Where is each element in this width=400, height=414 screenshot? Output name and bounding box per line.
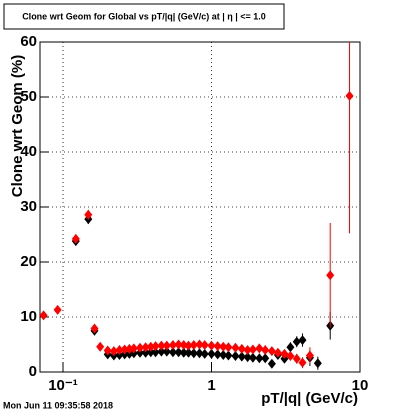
y-tick-label: 20 [20,253,37,270]
timestamp: Mon Jun 11 09:35:58 2018 [3,400,113,410]
marker [200,340,209,351]
marker [345,90,354,101]
marker [237,343,246,354]
marker [184,347,193,358]
marker [40,310,48,321]
marker [157,340,166,351]
marker [305,350,314,361]
x-axis-label: pT/|q| (GeV/c) [261,390,358,407]
y-axis-label: Clone wrt Geom (%) [9,55,26,198]
marker [125,343,134,354]
marker [280,348,289,359]
marker [243,345,252,355]
marker [224,350,233,361]
marker [267,346,276,357]
marker [243,352,252,363]
marker [200,348,209,359]
marker [237,351,246,362]
marker [219,341,228,352]
title-box [3,3,285,30]
marker [84,209,93,220]
marker [248,352,257,363]
marker [162,346,171,357]
marker [326,270,335,281]
marker [261,353,270,364]
marker [179,340,188,351]
y-tick-label: 40 [20,143,37,160]
marker [286,342,295,353]
marker [141,347,150,358]
marker [174,339,183,350]
marker [207,340,216,351]
marker [248,344,257,355]
y-tick-label: 0 [29,363,37,380]
marker [255,343,264,354]
marker [231,342,240,353]
marker [168,340,177,351]
marker [261,345,270,355]
marker [313,358,322,369]
marker [120,344,129,355]
marker [213,341,222,352]
y-tick-label: 30 [20,198,37,215]
marker [174,347,183,358]
marker [157,346,166,357]
marker [141,342,150,353]
marker [162,340,171,351]
marker [109,346,118,357]
marker [195,339,204,350]
marker [189,348,198,359]
marker [255,353,264,364]
marker [146,347,155,358]
marker [231,351,240,362]
marker [168,347,177,358]
marker [136,342,145,353]
marker [213,349,222,360]
marker [129,343,138,354]
marker [146,341,155,352]
marker [298,335,307,346]
marker [292,336,301,347]
marker [195,348,204,359]
y-tick-label: 50 [20,88,37,105]
marker [71,233,80,244]
marker [207,348,216,359]
x-tick-label: 10 [352,377,369,394]
marker [292,353,301,364]
marker [184,340,193,351]
marker [96,341,105,352]
x-tick-label: 1 [207,377,215,394]
marker [179,347,188,358]
marker [224,342,233,353]
marker [115,345,124,355]
marker [151,347,160,358]
marker [267,358,276,369]
marker [298,357,307,368]
data-layer [40,42,354,370]
marker [53,304,62,315]
marker [273,347,282,358]
chart-title: Clone wrt Geom for Global vs pT/|q| (GeV… [22,11,266,21]
y-tick-label: 60 [20,33,37,50]
marker [90,323,99,334]
marker [219,349,228,360]
y-tick-label: 10 [20,308,37,325]
marker [151,341,160,352]
marker [286,351,295,362]
marker [189,340,198,351]
x-tick-label: 10⁻¹ [48,377,78,394]
marker [103,345,112,356]
